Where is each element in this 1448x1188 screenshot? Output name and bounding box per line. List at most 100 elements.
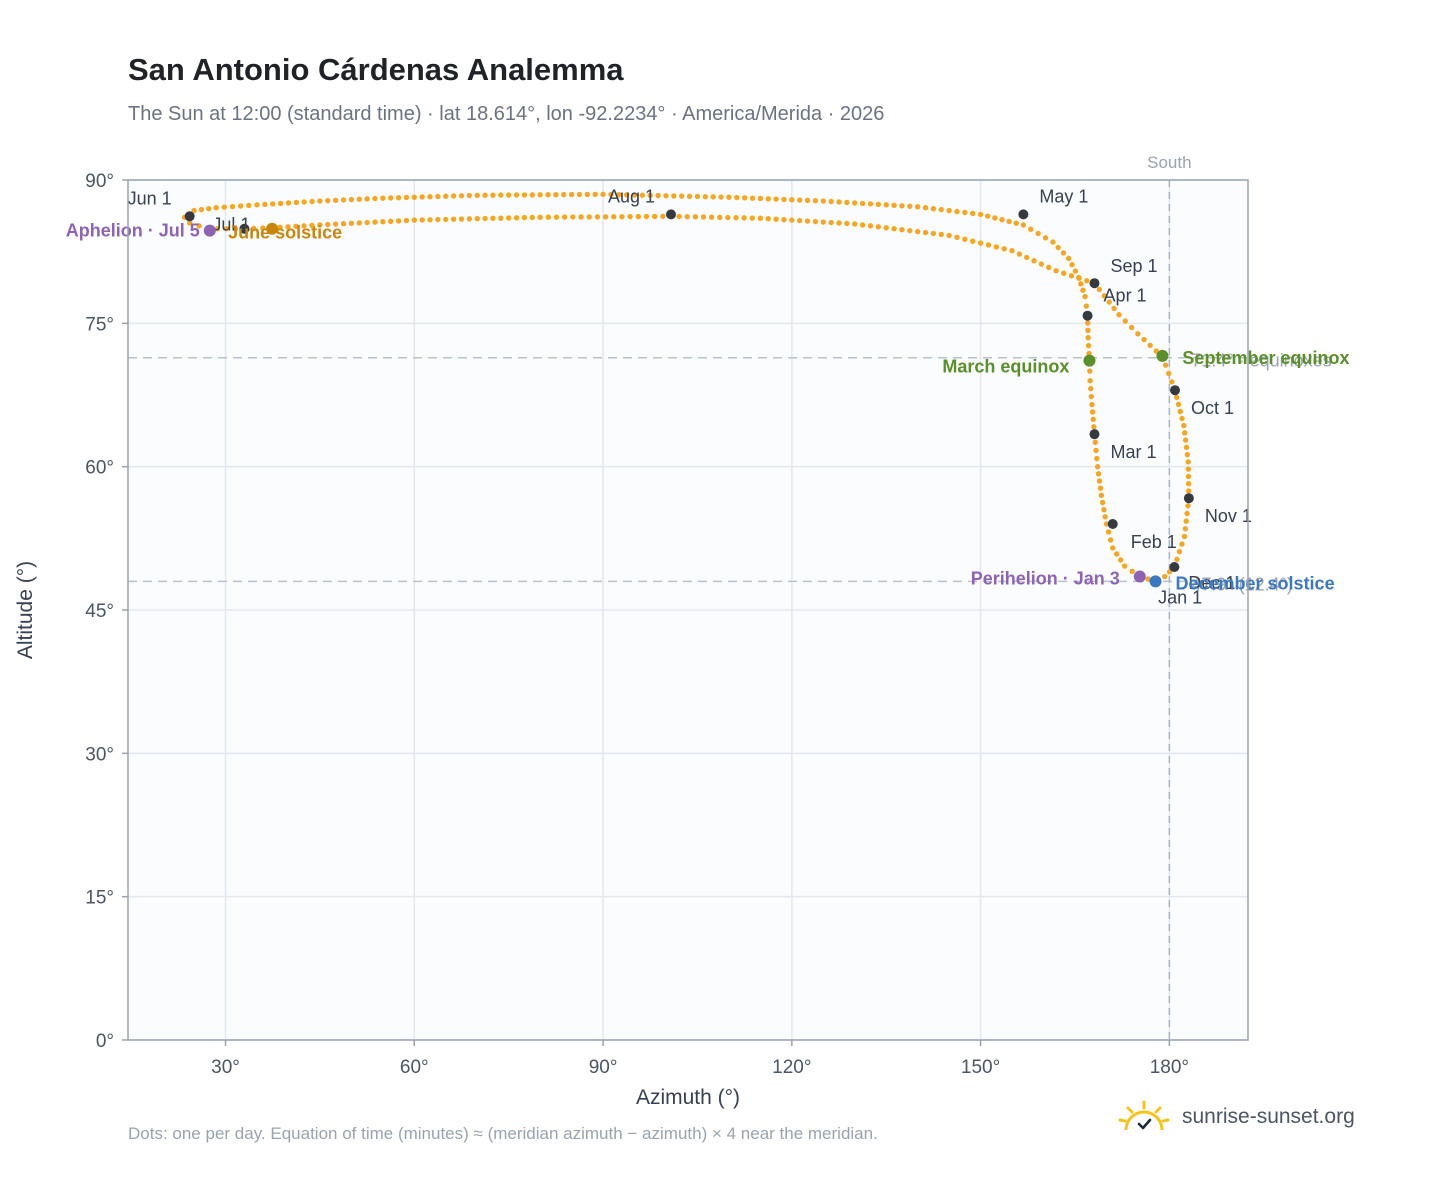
- y-tick-label: 15°: [85, 888, 114, 909]
- analemma-day-dot: [529, 192, 535, 198]
- analemma-day-dot: [781, 216, 787, 223]
- analemma-day-dot: [619, 213, 625, 220]
- analemma-day-dot: [639, 192, 646, 198]
- analemma-day-dot: [325, 197, 331, 204]
- analemma-day-dot: [586, 214, 592, 220]
- analemma-day-dot: [985, 242, 992, 248]
- analemma-day-dot: [380, 195, 386, 201]
- analemma-day-dot: [804, 197, 811, 204]
- analemma-day-dot: [627, 213, 633, 220]
- analemma-day-dot: [186, 220, 193, 226]
- analemma-day-dot: [985, 213, 991, 219]
- analemma-day-dot: [513, 192, 520, 198]
- event-marker: [1133, 570, 1146, 583]
- analemma-day-dot: [1096, 478, 1103, 484]
- analemma-day-dot: [1107, 537, 1114, 543]
- analemma-day-dot: [1053, 268, 1059, 274]
- analemma-day-dot: [749, 215, 755, 221]
- analemma-day-dot: [387, 218, 394, 225]
- event-marker: [266, 222, 279, 235]
- analemma-day-dot: [726, 194, 732, 200]
- analemma-day-dot: [686, 193, 693, 200]
- analemma-day-dot: [340, 197, 347, 203]
- analemma-day-dot: [789, 217, 795, 223]
- y-axis-label: Altitude (°): [14, 561, 37, 659]
- analemma-day-dot: [1182, 430, 1188, 436]
- analemma-day-dot: [1042, 235, 1049, 241]
- analemma-day-dot: [427, 194, 433, 200]
- analemma-day-dot: [820, 198, 826, 204]
- analemma-day-dot: [584, 191, 591, 198]
- analemma-day-dot: [490, 215, 496, 222]
- analemma-day-dot: [1147, 342, 1153, 349]
- analemma-day-dot: [1085, 334, 1091, 341]
- analemma-day-dot: [899, 226, 905, 233]
- analemma-day-dot: [836, 199, 842, 205]
- analemma-day-dot: [387, 195, 394, 201]
- analemma-day-dot: [867, 201, 874, 207]
- event-label: Aphelion · Jul 5: [66, 221, 200, 241]
- analemma-day-dot: [708, 214, 715, 220]
- analemma-day-dot: [317, 222, 323, 228]
- analemma-day-dot: [891, 226, 897, 232]
- analemma-day-dot: [561, 191, 567, 198]
- analemma-day-dot: [1084, 278, 1090, 284]
- month-marker: [1089, 429, 1100, 440]
- analemma-day-dot: [1116, 312, 1122, 318]
- analemma-day-dot: [293, 223, 299, 230]
- analemma-day-dot: [600, 191, 606, 198]
- analemma-day-dot: [301, 223, 307, 229]
- analemma-day-dot: [411, 194, 417, 200]
- analemma-day-dot: [970, 210, 976, 217]
- month-marker: [666, 209, 677, 220]
- analemma-day-dot: [1055, 244, 1061, 251]
- analemma-day-dot: [1177, 408, 1183, 415]
- analemma-day-dot: [608, 191, 614, 198]
- analemma-day-dot: [804, 218, 811, 224]
- y-tick-label: 60°: [85, 458, 114, 479]
- analemma-day-dot: [907, 227, 913, 234]
- analemma-day-dot: [395, 194, 402, 201]
- analemma-day-dot: [1182, 526, 1189, 532]
- analemma-day-dot: [206, 205, 212, 212]
- analemma-day-dot: [277, 200, 284, 207]
- analemma-day-dot: [1106, 299, 1112, 305]
- month-marker: [1089, 278, 1100, 289]
- analemma-day-dot: [717, 214, 723, 221]
- analemma-day-dot: [372, 219, 378, 225]
- analemma-day-dot: [812, 198, 819, 204]
- analemma-day-dot: [325, 221, 331, 228]
- analemma-day-dot: [836, 220, 842, 226]
- analemma-day-dot: [191, 207, 197, 214]
- analemma-day-dot: [474, 192, 480, 198]
- analemma-day-dot: [828, 198, 834, 205]
- analemma-day-dot: [1145, 576, 1151, 582]
- analemma-day-dot: [954, 208, 960, 215]
- analemma-day-dot: [466, 192, 473, 199]
- y-tick-label: 75°: [85, 314, 114, 335]
- analemma-day-dot: [859, 222, 866, 228]
- analemma-day-dot: [1185, 503, 1191, 509]
- analemma-day-dot: [1072, 268, 1079, 274]
- analemma-day-dot: [1013, 220, 1019, 226]
- chart-title: San Antonio Cárdenas Analemma: [128, 52, 624, 87]
- month-marker: [1169, 562, 1180, 572]
- analemma-day-dot: [820, 219, 826, 225]
- analemma-day-dot: [828, 219, 834, 226]
- analemma-day-dot: [1176, 549, 1183, 555]
- analemma-day-dot: [348, 196, 355, 203]
- analemma-day-dot: [773, 216, 779, 222]
- analemma-day-dot: [1184, 451, 1191, 458]
- analemma-day-dot: [1101, 293, 1107, 299]
- analemma-day-dot: [1141, 336, 1147, 343]
- brand[interactable]: sunrise-sunset.org: [1118, 1100, 1355, 1134]
- analemma-day-dot: [1080, 287, 1086, 293]
- analemma-day-dot: [427, 217, 433, 223]
- analemma-day-dot: [1185, 459, 1191, 465]
- analemma-day-dot: [1183, 444, 1190, 451]
- analemma-day-dot: [1009, 248, 1015, 254]
- analemma-day-dot: [765, 196, 771, 202]
- month-marker: [1183, 493, 1194, 504]
- analemma-day-dot: [757, 195, 764, 202]
